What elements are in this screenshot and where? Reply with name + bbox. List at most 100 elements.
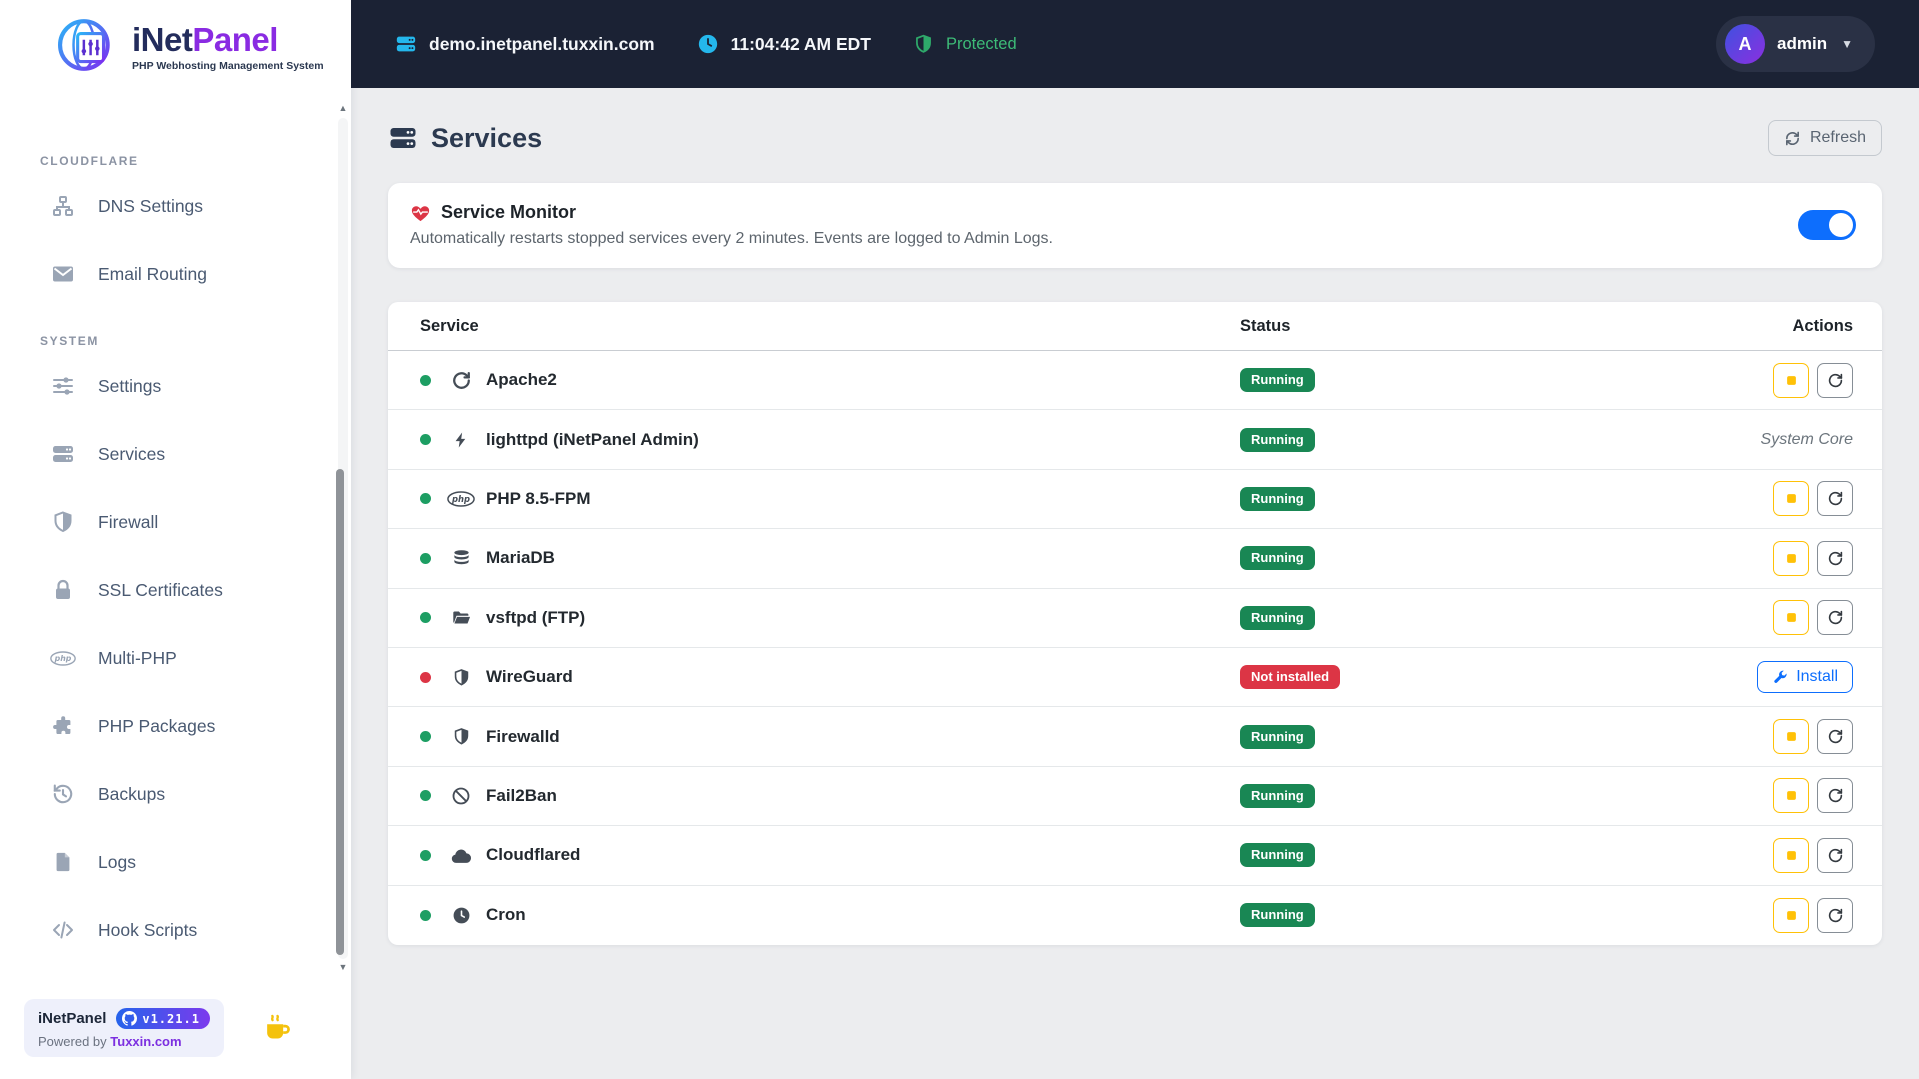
section-label-system: SYSTEM xyxy=(40,334,99,348)
wrench-icon xyxy=(1772,669,1788,685)
cloud-icon xyxy=(447,847,475,864)
sitemap-icon xyxy=(50,193,76,219)
folder-open-icon xyxy=(447,608,475,627)
envelope-icon xyxy=(50,261,76,287)
sidebar-item-hook-scripts[interactable]: Hook Scripts xyxy=(0,896,351,964)
table-row: Fail2Ban Running xyxy=(388,767,1882,827)
user-name: admin xyxy=(1777,34,1828,53)
install-button[interactable]: Install xyxy=(1757,661,1853,694)
table-row: Cloudflared Running xyxy=(388,826,1882,886)
sidebar-item-dns-settings[interactable]: DNS Settings xyxy=(0,172,351,240)
scroll-down-caret[interactable]: ▼ xyxy=(338,962,348,972)
sidebar-item-php-packages[interactable]: PHP Packages xyxy=(0,692,351,760)
sidebar-item-label: Hook Scripts xyxy=(98,919,198,940)
service-name: Cloudflared xyxy=(486,845,581,865)
version-badge[interactable]: v1.21.1 xyxy=(116,1008,210,1029)
table-row: Firewalld Running xyxy=(388,707,1882,767)
restart-button[interactable] xyxy=(1817,362,1853,398)
service-name: vsftpd (FTP) xyxy=(486,607,586,627)
stop-button[interactable] xyxy=(1773,600,1809,636)
stop-button[interactable] xyxy=(1773,719,1809,755)
restart-button[interactable] xyxy=(1817,778,1853,814)
refresh-icon xyxy=(1784,130,1801,147)
service-monitor-card: Service Monitor Automatically restarts s… xyxy=(388,183,1882,268)
status-badge: Running xyxy=(1240,783,1315,808)
sidebar-scrollbar[interactable] xyxy=(336,118,348,959)
user-menu-button[interactable]: A admin ▼ xyxy=(1716,16,1875,72)
status-dot xyxy=(420,612,431,624)
scroll-up-caret[interactable]: ▲ xyxy=(338,103,348,113)
svg-text:php: php xyxy=(54,654,72,663)
server-icon xyxy=(395,33,417,55)
app-logo: iNetPanel PHP Webhosting Management Syst… xyxy=(0,0,351,82)
sidebar-item-logs[interactable]: Logs xyxy=(0,828,351,896)
stop-button[interactable] xyxy=(1773,897,1809,933)
history-icon xyxy=(50,781,76,807)
table-row: Cron Running xyxy=(388,886,1882,945)
page-title: Services xyxy=(388,123,542,154)
service-name: MariaDB xyxy=(486,548,555,568)
restart-button[interactable] xyxy=(1817,600,1853,636)
stop-button[interactable] xyxy=(1773,837,1809,873)
php-icon: php xyxy=(447,491,475,507)
sidebar-item-label: Firewall xyxy=(98,511,159,532)
restart-button[interactable] xyxy=(1817,481,1853,517)
sidebar-item-label: Logs xyxy=(98,851,136,872)
status-badge: Running xyxy=(1240,605,1315,630)
sidebar-item-label: Services xyxy=(98,443,166,464)
restart-button[interactable] xyxy=(1817,719,1853,755)
brand-name: iNetPanel xyxy=(132,20,278,58)
stop-button[interactable] xyxy=(1773,481,1809,517)
service-monitor-toggle[interactable] xyxy=(1798,210,1856,240)
restart-button[interactable] xyxy=(1817,897,1853,933)
sidebar-item-email-routing[interactable]: Email Routing xyxy=(0,240,351,308)
status-dot xyxy=(420,434,431,446)
sidebar-item-services[interactable]: Services xyxy=(0,420,351,488)
time-label: 11:04:42 AM EDT xyxy=(730,33,871,54)
status-dot xyxy=(420,849,431,861)
service-monitor-description: Automatically restarts stopped services … xyxy=(410,230,1053,247)
sidebar-item-ssl-certificates[interactable]: SSL Certificates xyxy=(0,556,351,624)
toggle-knob xyxy=(1829,213,1853,237)
sidebar-item-label: DNS Settings xyxy=(98,195,204,216)
table-row: MariaDB Running xyxy=(388,529,1882,589)
shield-icon xyxy=(50,509,76,535)
github-icon xyxy=(122,1011,138,1026)
column-service: Service xyxy=(420,316,479,335)
refresh-button[interactable]: Refresh xyxy=(1767,120,1882,156)
restart-button[interactable] xyxy=(1817,540,1853,576)
stop-button[interactable] xyxy=(1773,778,1809,814)
powered-by-label: Powered by xyxy=(38,1034,107,1049)
brand-tagline: PHP Webhosting Management System xyxy=(132,59,324,72)
stop-button[interactable] xyxy=(1773,540,1809,576)
sidebar-item-firewall[interactable]: Firewall xyxy=(0,488,351,556)
status-badge: Running xyxy=(1240,486,1315,511)
sidebar-footer: iNetPanel v1.21.1 Powered by Tuxxin.com xyxy=(24,999,292,1057)
status-dot xyxy=(420,790,431,802)
table-row: WireGuard Not installed Install xyxy=(388,648,1882,708)
service-name: Fail2Ban xyxy=(486,785,557,805)
clock-icon xyxy=(697,33,719,55)
service-name: Firewalld xyxy=(486,726,560,746)
version-card: iNetPanel v1.21.1 Powered by Tuxxin.com xyxy=(24,999,224,1057)
status-badge: Running xyxy=(1240,843,1315,868)
bolt-icon xyxy=(447,430,475,450)
coffee-icon[interactable] xyxy=(262,1012,292,1044)
domain-label: demo.inetpanel.tuxxin.com xyxy=(429,33,655,54)
system-core-note: System Core xyxy=(1760,430,1853,448)
ban-icon xyxy=(447,786,475,806)
php-icon: php xyxy=(50,645,76,671)
sidebar-scrollbar-thumb[interactable] xyxy=(336,469,344,955)
svg-text:php: php xyxy=(451,494,470,504)
sidebar-item-multi-php[interactable]: php Multi-PHP xyxy=(0,624,351,692)
services-table: Service Status Actions Apache2 Running xyxy=(388,302,1882,945)
sidebar-nav: CLOUDFLARE DNS Settings Email Routing SY… xyxy=(0,128,351,964)
heart-pulse-icon xyxy=(410,203,431,222)
powered-by-link[interactable]: Tuxxin.com xyxy=(110,1034,182,1049)
logo-globe-icon xyxy=(52,16,124,76)
stop-button[interactable] xyxy=(1773,362,1809,398)
sidebar-item-settings[interactable]: Settings xyxy=(0,352,351,420)
sidebar-item-backups[interactable]: Backups xyxy=(0,760,351,828)
sidebar-item-label: Settings xyxy=(98,375,162,396)
restart-button[interactable] xyxy=(1817,837,1853,873)
